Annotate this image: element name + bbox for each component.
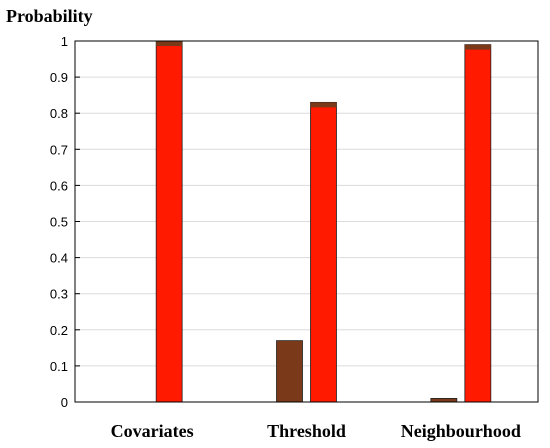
- y-tick-label: 0.8: [50, 106, 68, 121]
- y-tick-label: 0.3: [50, 287, 68, 302]
- bar-neighbourhood-series-2: [464, 44, 492, 403]
- x-tick-label: Covariates: [111, 421, 194, 441]
- y-tick-label: 0.6: [50, 178, 68, 193]
- y-tick-label: 1: [61, 34, 68, 49]
- y-tick-label: 0: [61, 395, 68, 410]
- y-axis-ticks: 0 0.1 0.2 0.3 0.4 0.5 0.6 0.7 0.8 0.9 1: [50, 34, 80, 410]
- y-tick-label: 0.5: [50, 215, 68, 230]
- y-tick-label: 0.7: [50, 142, 68, 157]
- y-tick-label: 0.1: [50, 359, 68, 374]
- bars: [155, 40, 492, 403]
- y-tick-label: 0.4: [50, 251, 68, 266]
- x-tick-label: Threshold: [267, 421, 346, 441]
- bar-covariates-series-2: [155, 40, 183, 403]
- y-tick-label: 0.2: [50, 323, 68, 338]
- bar-top-band: [464, 44, 491, 50]
- bar-top-band: [310, 102, 337, 108]
- y-axis-label: Probability: [6, 6, 93, 26]
- bar-threshold-series-1: [276, 340, 303, 403]
- x-axis-ticks: Covariates Threshold Neighbourhood: [111, 421, 521, 441]
- x-tick-label: Neighbourhood: [401, 421, 521, 441]
- bar-top-band: [156, 41, 183, 46]
- bar-threshold-series-2: [310, 101, 337, 403]
- y-tick-label: 0.9: [50, 70, 68, 85]
- bar-neighbourhood-series-1: [430, 397, 458, 403]
